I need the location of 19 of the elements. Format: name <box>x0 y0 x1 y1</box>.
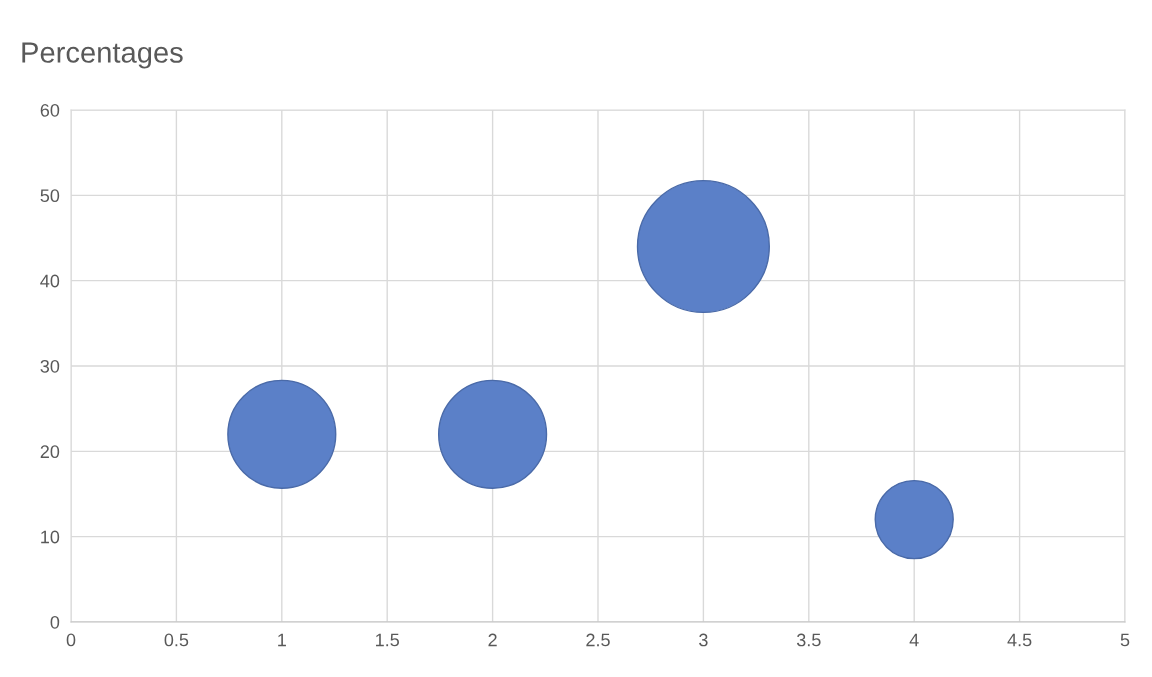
x-tick-label: 0 <box>66 633 76 647</box>
y-tick-label: 50 <box>40 189 60 203</box>
x-tick-label: 5 <box>1120 633 1130 647</box>
x-tick-label: 4.5 <box>1007 633 1032 647</box>
y-tick-label: 20 <box>40 445 60 459</box>
x-tick-label: 3 <box>699 633 708 647</box>
x-tick-label: 2.5 <box>586 633 610 647</box>
y-tick-label: 40 <box>40 274 60 288</box>
x-tick-label: 4 <box>909 633 919 647</box>
x-tick-label: 0.5 <box>164 633 189 647</box>
y-tick-label: 0 <box>50 615 60 629</box>
x-tick-label: 3.5 <box>796 633 821 647</box>
chart-title: Percentages <box>22 42 183 69</box>
x-tick-label: 1.5 <box>376 633 399 647</box>
x-tick-label: 1 <box>278 633 286 647</box>
y-tick-label: 10 <box>41 530 60 544</box>
x-tick-label: 2 <box>488 633 497 647</box>
y-tick-label: 30 <box>40 359 60 373</box>
y-tick-label: 60 <box>40 103 60 117</box>
